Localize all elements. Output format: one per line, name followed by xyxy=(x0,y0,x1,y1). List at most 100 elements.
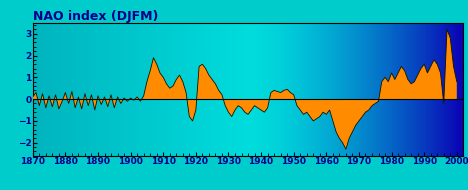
Bar xyxy=(318,23,322,156)
Bar xyxy=(199,23,202,156)
Bar xyxy=(334,23,337,156)
Bar xyxy=(307,23,310,156)
Bar xyxy=(370,23,373,156)
Bar xyxy=(110,23,113,156)
Bar xyxy=(426,23,429,156)
Bar xyxy=(202,23,205,156)
Bar xyxy=(147,23,151,156)
Bar xyxy=(419,23,422,156)
Bar xyxy=(424,23,428,156)
Bar xyxy=(310,23,313,156)
Bar xyxy=(456,23,459,156)
Bar xyxy=(227,23,230,156)
Bar xyxy=(455,23,458,156)
Bar xyxy=(343,23,346,156)
Bar xyxy=(402,23,405,156)
Bar xyxy=(449,23,452,156)
Bar xyxy=(189,23,192,156)
Bar xyxy=(242,23,245,156)
Bar xyxy=(219,23,222,156)
Bar xyxy=(107,23,110,156)
Bar xyxy=(116,23,119,156)
Bar xyxy=(127,23,131,156)
Bar xyxy=(152,23,155,156)
Bar xyxy=(76,23,79,156)
Bar xyxy=(96,23,99,156)
Bar xyxy=(423,23,426,156)
Bar xyxy=(294,23,297,156)
Bar xyxy=(201,23,204,156)
Bar xyxy=(99,23,102,156)
Bar xyxy=(198,23,201,156)
Bar xyxy=(324,23,327,156)
Bar xyxy=(54,23,58,156)
Bar xyxy=(66,23,69,156)
Bar xyxy=(258,23,261,156)
Bar xyxy=(49,23,51,156)
Bar xyxy=(412,23,415,156)
Bar xyxy=(168,23,171,156)
Bar xyxy=(260,23,263,156)
Bar xyxy=(389,23,392,156)
Bar xyxy=(297,23,300,156)
Bar xyxy=(186,23,190,156)
Bar xyxy=(353,23,356,156)
Bar xyxy=(222,23,225,156)
Bar xyxy=(397,23,400,156)
Bar xyxy=(400,23,403,156)
Bar xyxy=(380,23,383,156)
Bar xyxy=(337,23,340,156)
Bar xyxy=(292,23,296,156)
Bar xyxy=(170,23,174,156)
Bar xyxy=(77,23,80,156)
Bar xyxy=(303,23,306,156)
Bar xyxy=(415,23,417,156)
Bar xyxy=(256,23,260,156)
Bar xyxy=(440,23,443,156)
Bar xyxy=(159,23,162,156)
Bar xyxy=(268,23,271,156)
Bar xyxy=(161,23,163,156)
Bar xyxy=(113,23,116,156)
Bar xyxy=(188,23,191,156)
Bar xyxy=(155,23,158,156)
Bar xyxy=(340,23,343,156)
Bar xyxy=(120,23,124,156)
Bar xyxy=(57,23,60,156)
Bar xyxy=(131,23,133,156)
Bar xyxy=(145,23,148,156)
Bar xyxy=(60,23,63,156)
Bar xyxy=(274,23,277,156)
Bar xyxy=(89,23,92,156)
Bar xyxy=(146,23,149,156)
Bar xyxy=(356,23,359,156)
Bar xyxy=(438,23,440,156)
Bar xyxy=(247,23,249,156)
Bar xyxy=(129,23,132,156)
Bar xyxy=(81,23,85,156)
Bar xyxy=(304,23,307,156)
Bar xyxy=(410,23,413,156)
Bar xyxy=(61,23,65,156)
Bar xyxy=(420,23,424,156)
Bar xyxy=(192,23,195,156)
Bar xyxy=(235,23,238,156)
Bar xyxy=(403,23,406,156)
Bar xyxy=(393,23,396,156)
Bar xyxy=(327,23,330,156)
Bar xyxy=(376,23,379,156)
Bar xyxy=(341,23,344,156)
Bar xyxy=(390,23,393,156)
Bar xyxy=(109,23,112,156)
Bar xyxy=(461,23,463,156)
Bar xyxy=(142,23,145,156)
Bar xyxy=(106,23,109,156)
Bar xyxy=(138,23,140,156)
Bar xyxy=(95,23,97,156)
Bar xyxy=(308,23,311,156)
Bar xyxy=(63,23,66,156)
Bar xyxy=(38,23,42,156)
Bar xyxy=(212,23,215,156)
Bar xyxy=(47,23,50,156)
Bar xyxy=(313,23,316,156)
